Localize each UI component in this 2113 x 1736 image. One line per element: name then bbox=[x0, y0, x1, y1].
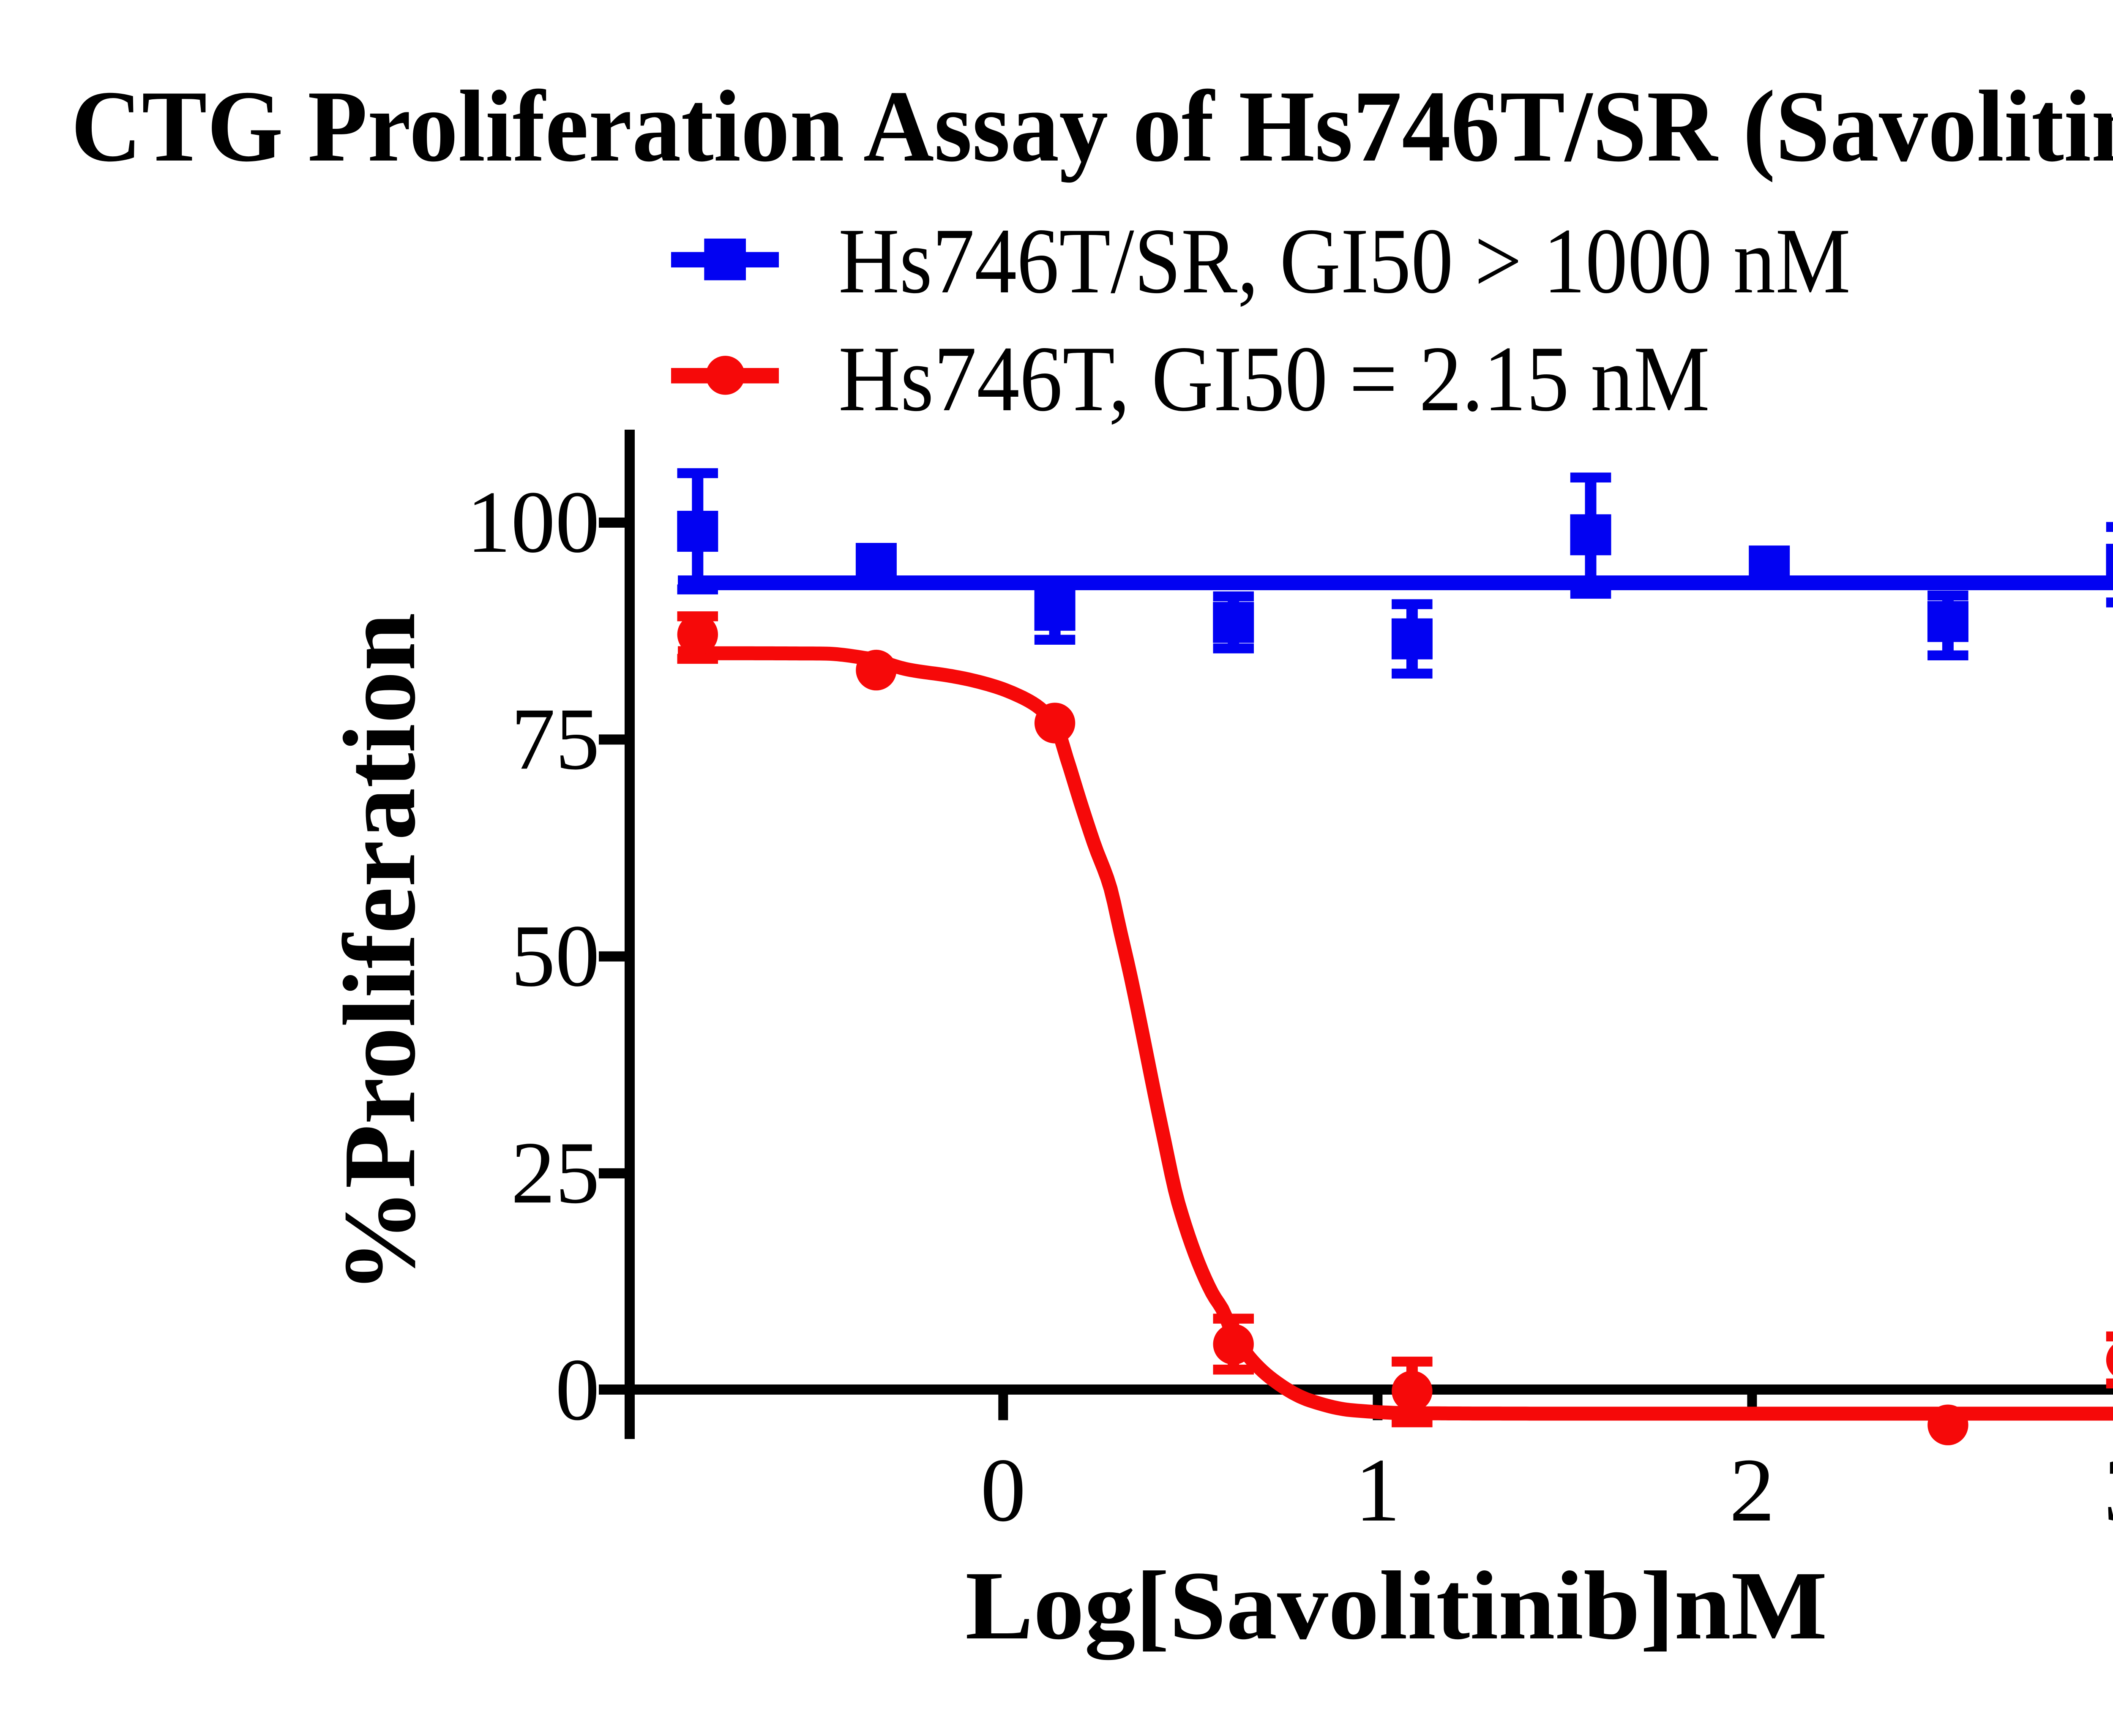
svg-text:3: 3 bbox=[2104, 1439, 2113, 1540]
svg-text:1: 1 bbox=[1355, 1439, 1400, 1540]
svg-text:50: 50 bbox=[511, 907, 600, 1005]
svg-text:CTG Proliferation Assay of Hs7: CTG Proliferation Assay of Hs746T/SR bbox=[71, 70, 1718, 183]
svg-text:0: 0 bbox=[555, 1341, 600, 1439]
svg-text:%Proliferation: %Proliferation bbox=[322, 613, 437, 1294]
svg-text:25: 25 bbox=[511, 1124, 600, 1222]
svg-text:2: 2 bbox=[1729, 1439, 1775, 1540]
svg-text:Hs746T, GI50 = 2.15 nM: Hs746T, GI50 = 2.15 nM bbox=[838, 327, 1710, 431]
svg-text:0: 0 bbox=[980, 1439, 1026, 1540]
svg-text:75: 75 bbox=[511, 690, 600, 788]
svg-text:100: 100 bbox=[467, 473, 600, 571]
svg-text:Log[Savolitinib]nM: Log[Savolitinib]nM bbox=[965, 1551, 1827, 1660]
svg-text:(Savolitinib Resistant): (Savolitinib Resistant) bbox=[1743, 70, 2113, 183]
svg-text:Hs746T/SR, GI50 > 1000 nM: Hs746T/SR, GI50 > 1000 nM bbox=[838, 209, 1851, 313]
